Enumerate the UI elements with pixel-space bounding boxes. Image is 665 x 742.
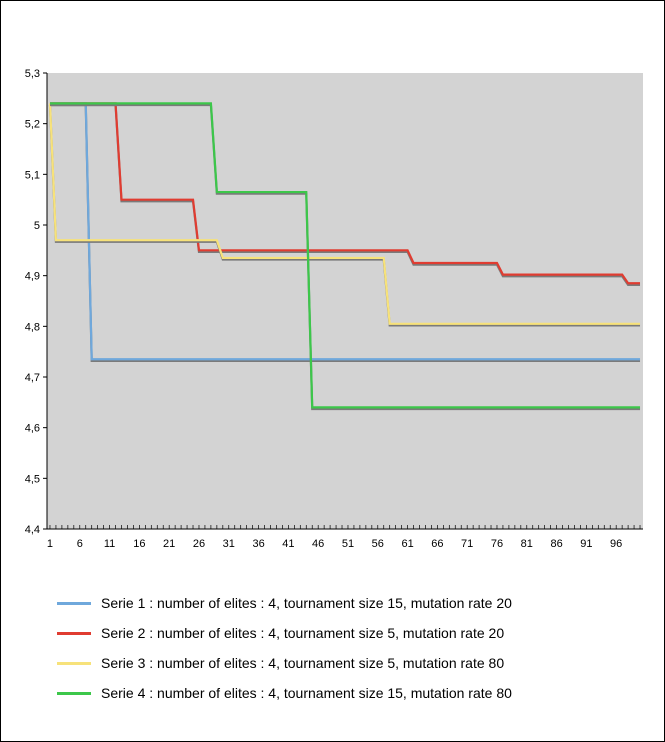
y-tick-label: 4,8 <box>25 321 40 333</box>
legend-label-serie-1: Serie 1 : number of elites : 4, tourname… <box>101 595 512 611</box>
series-4-line <box>49 102 641 409</box>
legend-swatch-serie-2 <box>57 631 91 635</box>
x-tick-label: 91 <box>580 538 592 550</box>
legend-item-serie-4: Serie 4 : number of elites : 4, tourname… <box>57 681 512 705</box>
x-tick-label: 36 <box>252 538 264 550</box>
x-tick-label: 86 <box>550 538 562 550</box>
y-tick-label: 5,1 <box>25 169 40 181</box>
legend-label-serie-3: Serie 3 : number of elites : 4, tourname… <box>101 655 505 671</box>
legend: Serie 1 : number of elites : 4, tourname… <box>57 591 512 711</box>
y-tick-label: 5,3 <box>25 68 40 80</box>
x-tick-label: 26 <box>193 538 205 550</box>
x-tick-label: 46 <box>312 538 324 550</box>
x-axis-ticks: 1 6 11 16 21 26 31 36 41 46 51 56 61 66 71 76 81 86 91 96 <box>47 538 622 550</box>
series-lines <box>48 102 641 411</box>
y-axis-ticks: 4,4 4,5 4,6 4,7 4,8 4,9 5 5,1 5,2 5,3 <box>25 68 47 536</box>
x-minor-ticks <box>49 525 641 529</box>
legend-swatch-serie-1 <box>57 601 91 605</box>
line-chart: 1 6 11 16 21 26 31 36 41 46 51 56 61 66 71 76 81 86 91 96 4… <box>25 68 643 550</box>
series-4-shadow <box>49 103 641 411</box>
legend-label-serie-2: Serie 2 : number of elites : 4, tourname… <box>101 625 505 641</box>
x-tick-label: 1 <box>47 538 53 550</box>
x-tick-label: 6 <box>77 538 83 550</box>
x-tick-label: 61 <box>401 538 413 550</box>
x-tick-label: 11 <box>104 538 115 550</box>
plot-area <box>47 73 643 529</box>
x-tick-label: 96 <box>610 538 622 550</box>
y-tick-label: 4,9 <box>25 271 40 283</box>
y-tick-label: 4,4 <box>25 524 40 536</box>
series-3-line <box>48 103 641 325</box>
x-tick-label: 66 <box>431 538 443 550</box>
legend-item-serie-1: Serie 1 : number of elites : 4, tourname… <box>57 591 512 615</box>
legend-item-serie-3: Serie 3 : number of elites : 4, tourname… <box>57 651 512 675</box>
x-tick-label: 81 <box>521 538 533 550</box>
x-tick-label: 71 <box>461 538 473 550</box>
legend-swatch-serie-4 <box>57 691 91 695</box>
x-tick-label: 21 <box>163 538 175 550</box>
x-tick-label: 16 <box>133 538 145 550</box>
y-tick-label: 4,5 <box>25 473 40 485</box>
y-tick-label: 4,7 <box>25 372 40 384</box>
x-tick-label: 76 <box>491 538 503 550</box>
y-tick-label: 5 <box>34 220 40 232</box>
legend-label-serie-4: Serie 4 : number of elites : 4, tourname… <box>101 685 512 701</box>
series-3-shadow <box>48 104 641 327</box>
legend-swatch-serie-3 <box>57 661 91 665</box>
legend-item-serie-2: Serie 2 : number of elites : 4, tourname… <box>57 621 512 645</box>
y-tick-label: 5,2 <box>25 119 40 131</box>
y-tick-label: 4,6 <box>25 423 40 435</box>
x-tick-label: 41 <box>282 538 294 550</box>
x-tick-label: 51 <box>342 538 354 550</box>
x-tick-label: 56 <box>372 538 384 550</box>
x-tick-label: 31 <box>223 538 235 550</box>
series-2-line <box>49 102 641 285</box>
